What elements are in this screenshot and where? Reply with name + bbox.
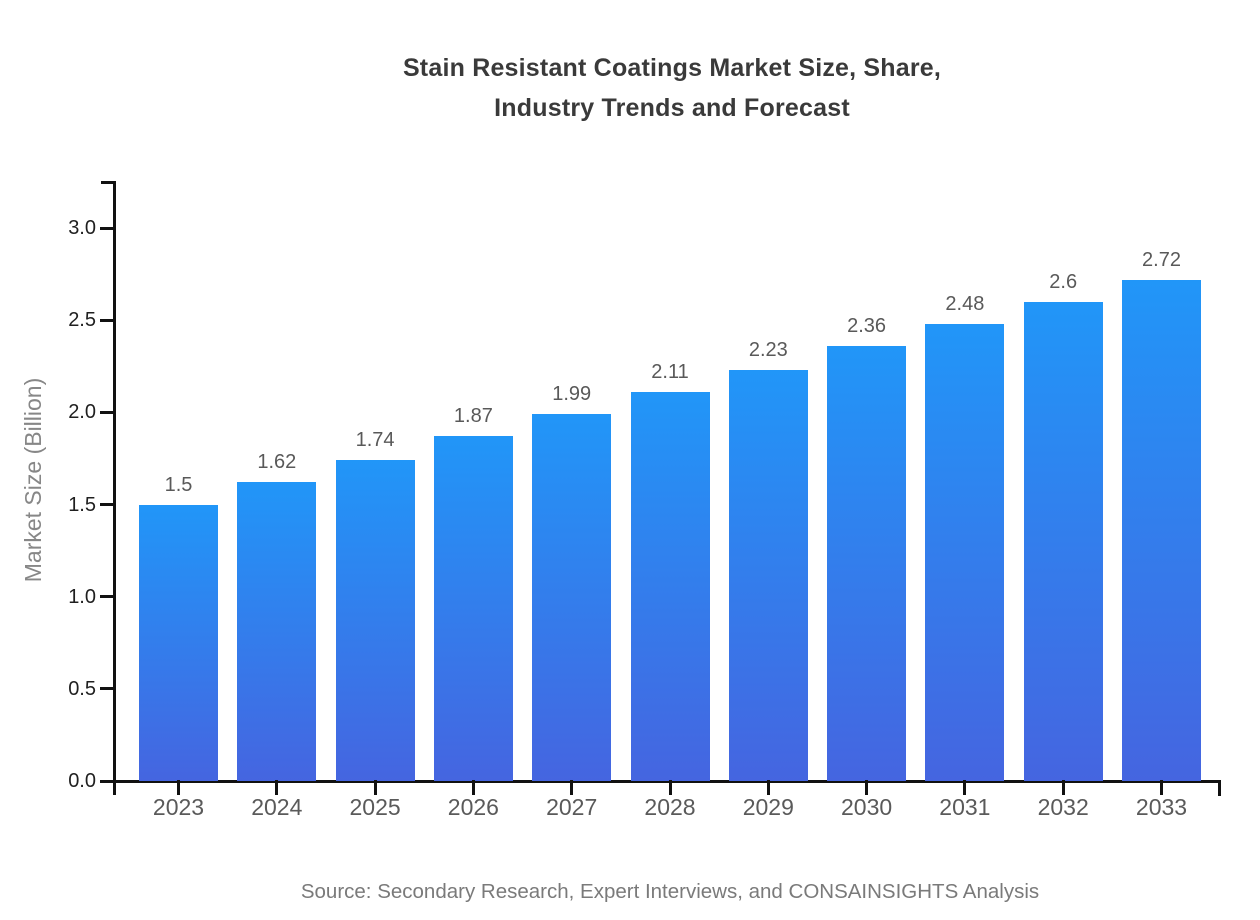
chart-title: Stain Resistant Coatings Market Size, Sh… xyxy=(402,54,942,122)
x-tick-label: 2031 xyxy=(939,794,991,820)
y-tick-mark xyxy=(100,595,113,599)
bar xyxy=(630,392,710,781)
y-tick-label: 1.0 xyxy=(68,585,96,608)
x-tick-mark xyxy=(865,780,869,795)
y-axis-spine xyxy=(113,181,116,795)
y-axis-top-cap xyxy=(101,181,116,184)
x-tick-mark xyxy=(471,780,475,795)
x-tick-label: 2030 xyxy=(841,794,893,820)
bar-value-label: 1.5 xyxy=(164,473,193,496)
x-tick-label: 2029 xyxy=(742,794,794,820)
bar xyxy=(139,504,218,781)
bar xyxy=(433,436,513,781)
bar xyxy=(532,414,612,781)
x-tick-mark xyxy=(1061,780,1065,795)
x-tick-label: 2032 xyxy=(1037,794,1089,820)
y-tick-mark xyxy=(100,687,113,691)
bar-value-label: 1.74 xyxy=(355,429,395,452)
x-tick-mark xyxy=(373,780,377,795)
x-tick-mark xyxy=(177,780,180,795)
bar xyxy=(728,369,808,781)
x-tick-mark xyxy=(275,780,279,795)
y-tick-label: 2.5 xyxy=(68,309,96,332)
x-tick-label: 2026 xyxy=(447,794,499,820)
bar-value-label: 2.6 xyxy=(1049,270,1078,293)
y-tick-mark xyxy=(100,410,113,414)
bar xyxy=(237,482,317,781)
bar xyxy=(925,323,1005,781)
bar xyxy=(1023,301,1103,781)
bar xyxy=(1122,279,1201,781)
bar-value-label: 1.62 xyxy=(257,451,297,474)
bar-value-label: 1.87 xyxy=(453,405,493,428)
x-tick-label: 2024 xyxy=(251,794,303,820)
x-tick-mark xyxy=(766,780,770,795)
y-tick-mark xyxy=(100,503,113,506)
y-tick-label: 1.5 xyxy=(68,493,96,516)
bar-value-label: 2.11 xyxy=(651,361,689,384)
x-tick-label: 2023 xyxy=(152,794,205,820)
x-tick-mark xyxy=(570,780,574,795)
y-tick-label: 0.0 xyxy=(68,770,96,792)
x-axis-end-cap xyxy=(1218,780,1221,796)
x-tick-mark xyxy=(963,780,967,795)
bar xyxy=(827,345,907,781)
x-tick-label: 2028 xyxy=(644,794,696,820)
y-tick-mark xyxy=(100,318,113,322)
y-tick-label: 2.0 xyxy=(68,401,96,424)
bar xyxy=(335,460,415,781)
x-axis-spine xyxy=(105,780,1221,783)
bar-value-label: 2.48 xyxy=(945,292,985,315)
y-tick-label: 0.5 xyxy=(68,677,96,700)
bar-value-label: 1.99 xyxy=(552,383,592,406)
source-caption: Source: Secondary Research, Expert Inter… xyxy=(300,880,1040,903)
bar-value-label: 2.36 xyxy=(847,314,887,337)
x-tick-label: 2025 xyxy=(349,794,401,820)
x-tick-mark xyxy=(1160,780,1163,795)
x-tick-label: 2027 xyxy=(546,794,598,820)
y-tick-label: 3.0 xyxy=(68,217,96,239)
x-tick-label: 2033 xyxy=(1135,794,1188,820)
x-tick-mark xyxy=(668,780,672,795)
bar-value-label: 2.72 xyxy=(1142,248,1181,271)
y-tick-mark xyxy=(100,779,113,783)
bar-value-label: 2.23 xyxy=(748,338,788,361)
y-tick-mark xyxy=(100,226,113,230)
